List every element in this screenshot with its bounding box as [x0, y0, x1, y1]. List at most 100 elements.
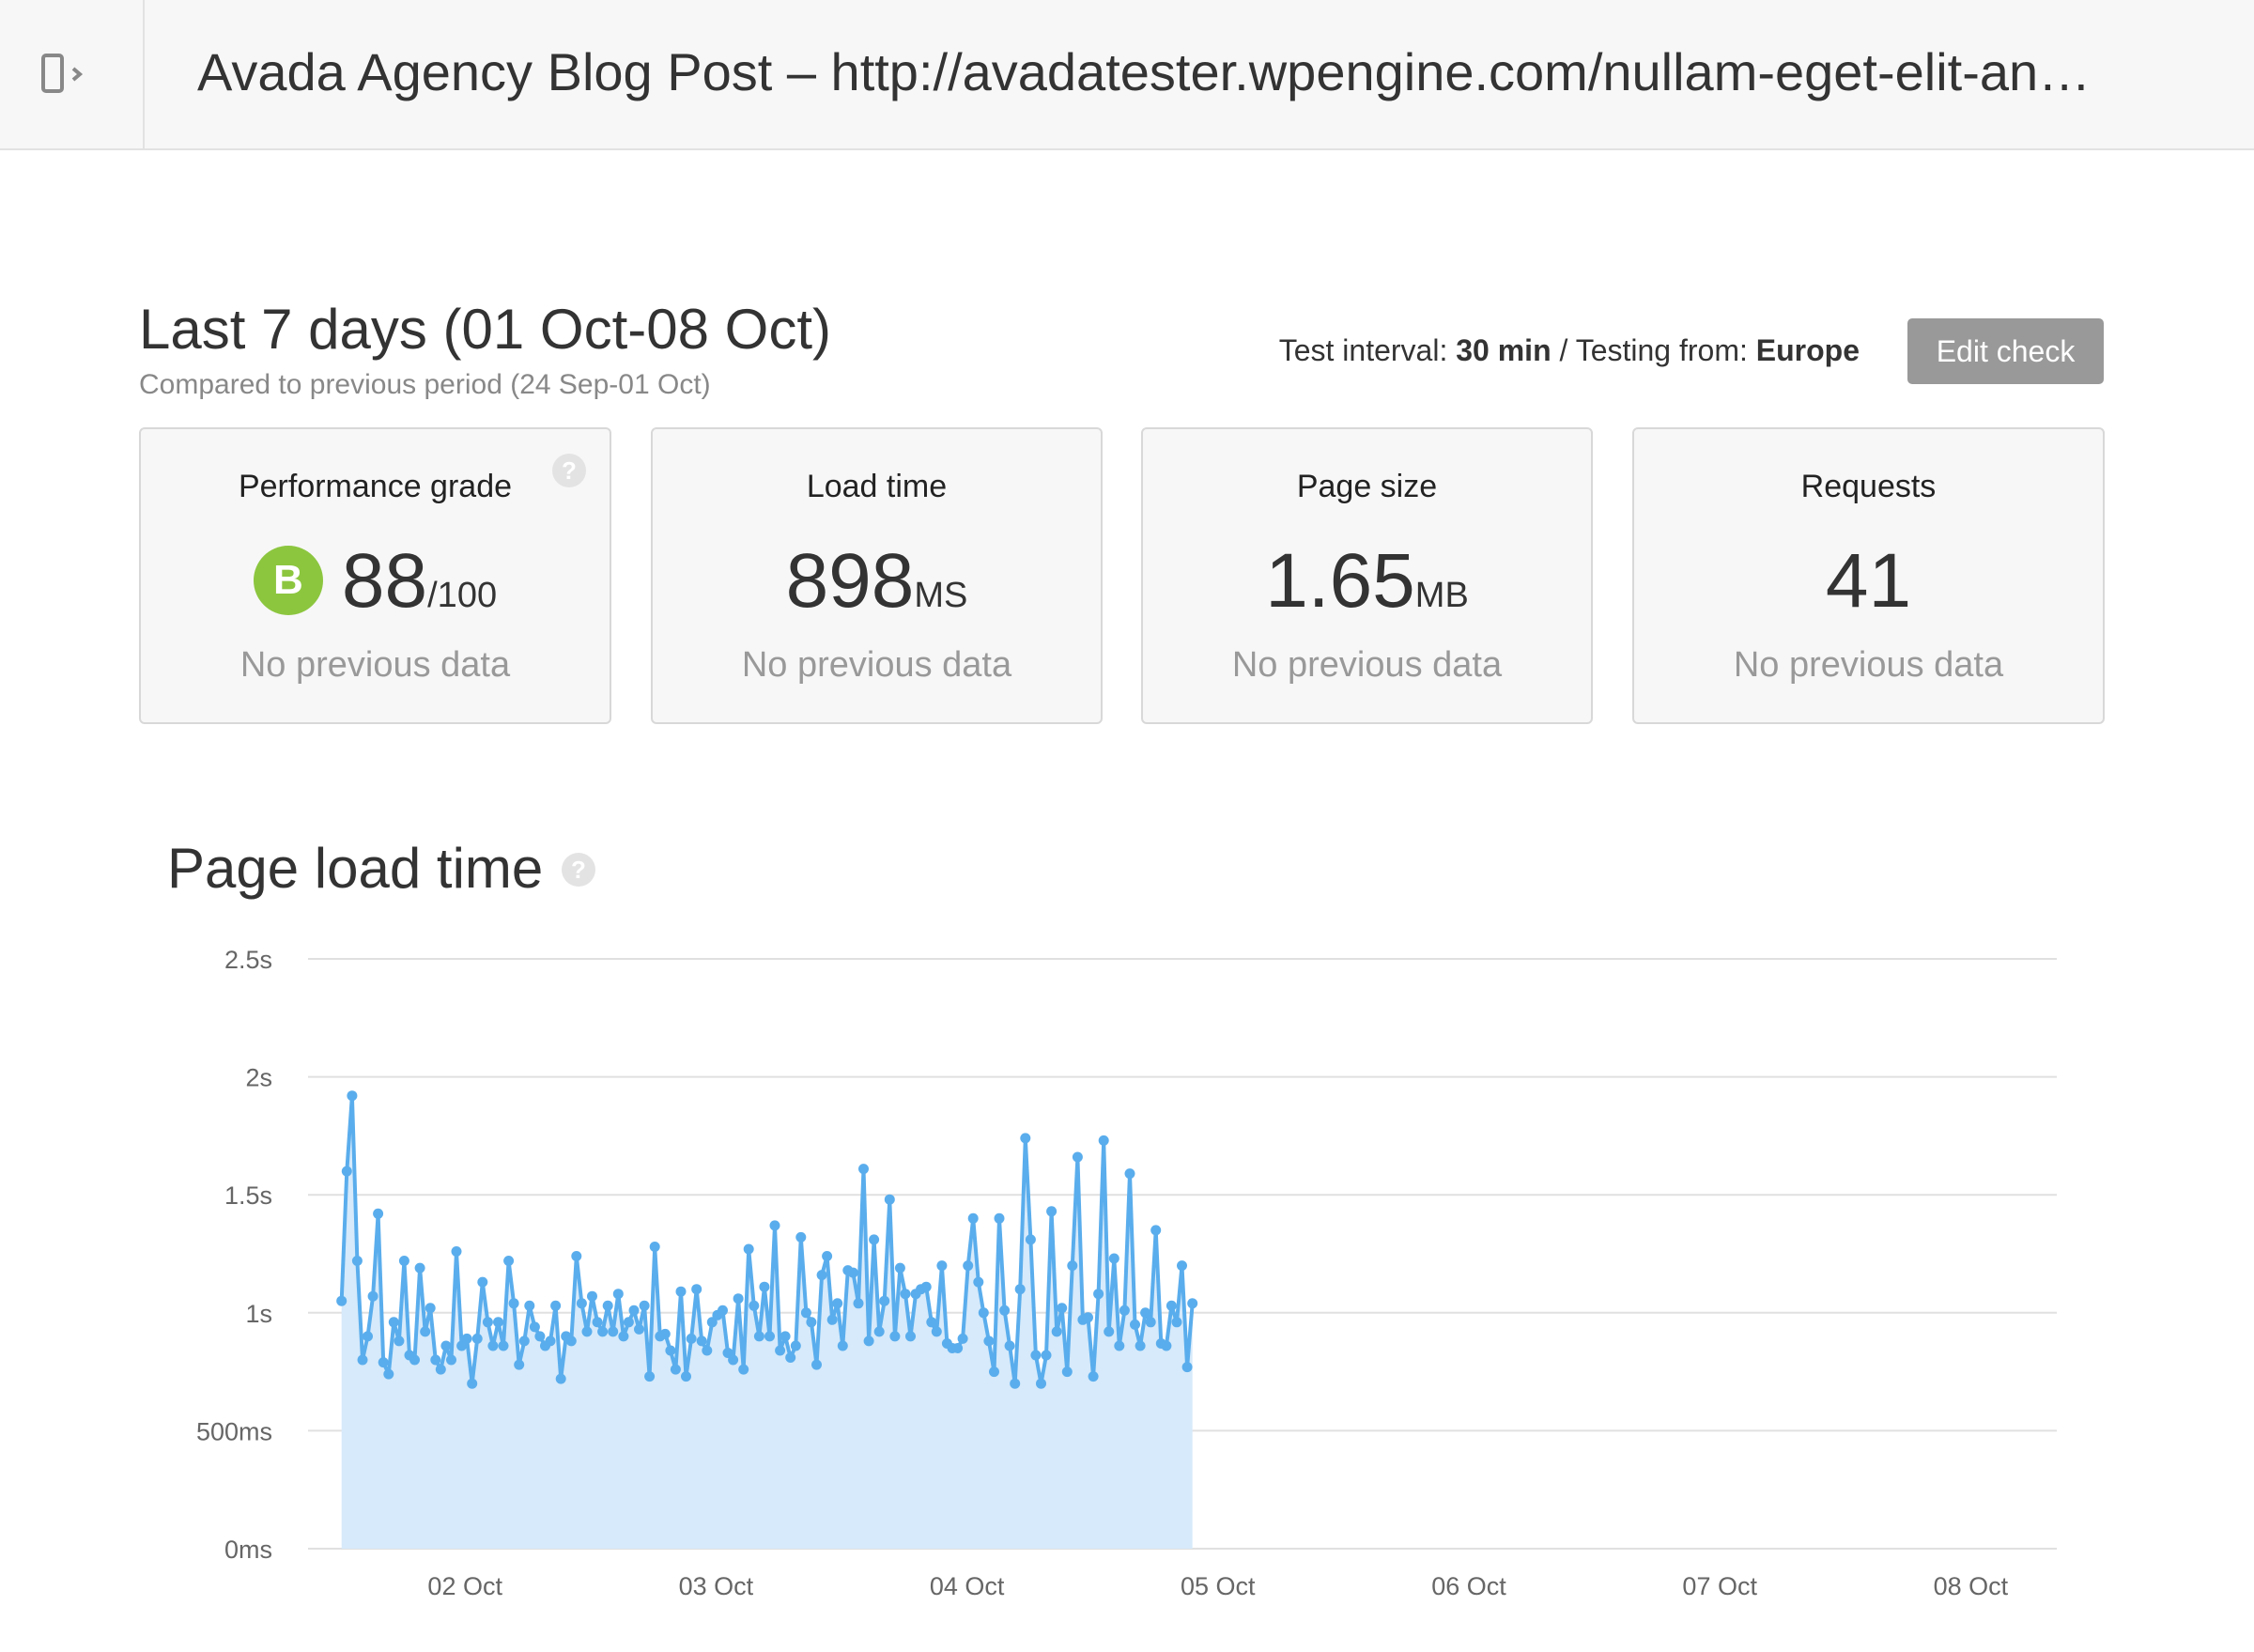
data-point — [451, 1246, 462, 1257]
data-point — [550, 1300, 562, 1311]
data-point — [759, 1281, 770, 1292]
data-point — [597, 1326, 609, 1337]
data-point — [670, 1364, 681, 1375]
data-point — [487, 1340, 499, 1351]
data-point — [1114, 1340, 1125, 1351]
data-point — [1150, 1225, 1162, 1236]
data-point — [618, 1331, 629, 1342]
data-point — [665, 1345, 676, 1356]
settings-separator: / — [1559, 333, 1568, 367]
data-point — [905, 1331, 916, 1342]
card-previous: No previous data — [239, 645, 511, 685]
data-point — [446, 1354, 456, 1366]
data-point — [869, 1234, 880, 1245]
page-size-card: Page size 1.65MB No previous data — [1141, 427, 1593, 724]
top-bar: Avada Agency Blog Post – http://avadates… — [0, 0, 2254, 150]
interval-label: Test interval: — [1278, 333, 1448, 367]
card-value: 41 — [1634, 537, 2103, 625]
x-tick-label: 05 Oct — [1181, 1572, 1256, 1600]
help-icon[interactable]: ? — [552, 454, 586, 487]
data-point — [602, 1300, 613, 1311]
data-point — [440, 1340, 452, 1351]
card-previous: No previous data — [741, 645, 1012, 685]
requests-card: Requests 41 No previous data — [1632, 427, 2105, 724]
y-tick-label: 500ms — [196, 1417, 272, 1445]
data-point — [623, 1317, 634, 1328]
data-point — [363, 1331, 373, 1342]
data-point — [686, 1333, 697, 1344]
data-point — [1181, 1362, 1193, 1373]
data-point — [1093, 1289, 1104, 1300]
data-point — [826, 1314, 838, 1325]
data-point — [858, 1164, 869, 1175]
data-point — [456, 1340, 468, 1351]
data-point — [879, 1295, 890, 1306]
data-point — [1067, 1260, 1078, 1272]
data-point — [1046, 1206, 1058, 1217]
data-point — [555, 1373, 566, 1384]
data-point — [1108, 1253, 1119, 1264]
data-point — [718, 1305, 728, 1316]
data-point — [576, 1298, 587, 1309]
card-label: Page size — [1296, 469, 1438, 504]
help-icon[interactable]: ? — [562, 853, 595, 887]
data-point — [795, 1231, 807, 1243]
data-point — [608, 1326, 619, 1337]
sidebar-toggle-button[interactable] — [0, 0, 145, 148]
edit-check-button[interactable]: Edit check — [1907, 318, 2104, 384]
data-point — [706, 1317, 718, 1328]
data-point — [738, 1364, 749, 1375]
data-point — [612, 1289, 624, 1300]
data-point — [1088, 1371, 1099, 1382]
data-point — [398, 1256, 409, 1266]
data-point — [1061, 1366, 1073, 1378]
data-point — [508, 1298, 519, 1309]
data-point — [785, 1352, 796, 1363]
data-point — [592, 1317, 603, 1328]
data-point — [973, 1276, 984, 1288]
data-point — [378, 1357, 389, 1368]
load-time-card: Load time 898MS No previous data — [651, 427, 1103, 724]
data-point — [1098, 1135, 1109, 1146]
data-point — [999, 1305, 1011, 1316]
y-tick-label: 0ms — [224, 1536, 272, 1564]
data-point — [347, 1090, 358, 1102]
data-point — [967, 1212, 979, 1224]
data-point — [529, 1321, 540, 1333]
data-point — [769, 1220, 780, 1231]
data-point — [675, 1286, 687, 1297]
test-settings: Test interval: 30 min / Testing from: Eu… — [1033, 333, 1860, 368]
x-tick-label: 08 Oct — [1934, 1572, 2009, 1600]
card-value: 898MS — [653, 537, 1101, 625]
data-point — [806, 1317, 817, 1328]
data-point — [994, 1212, 1005, 1224]
data-point — [414, 1262, 425, 1274]
data-point — [649, 1242, 660, 1252]
sidebar-toggle-icon — [41, 54, 84, 93]
data-point — [889, 1331, 901, 1342]
data-point — [1130, 1319, 1140, 1330]
data-point — [467, 1378, 478, 1389]
data-point — [514, 1359, 525, 1370]
data-point — [461, 1333, 472, 1344]
data-point — [394, 1335, 405, 1347]
data-point — [1072, 1151, 1083, 1163]
data-point — [1014, 1284, 1026, 1295]
data-point — [691, 1284, 702, 1295]
data-point — [764, 1331, 775, 1342]
data-point — [920, 1281, 932, 1292]
card-previous: No previous data — [1733, 645, 2004, 685]
data-point — [1004, 1340, 1015, 1351]
card-value: 1.65MB — [1143, 537, 1591, 625]
data-point — [565, 1335, 577, 1347]
data-point — [634, 1323, 644, 1335]
data-point — [503, 1256, 515, 1266]
data-point — [477, 1276, 488, 1288]
data-point — [534, 1331, 546, 1342]
data-point — [524, 1300, 535, 1311]
data-point — [1041, 1350, 1052, 1361]
data-point — [435, 1364, 446, 1375]
data-point — [545, 1335, 556, 1347]
data-point — [837, 1340, 848, 1351]
